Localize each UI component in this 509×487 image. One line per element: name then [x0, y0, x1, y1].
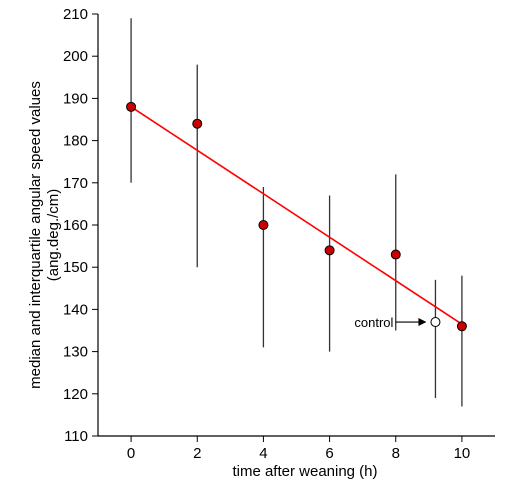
y-tick-label: 200 [63, 48, 88, 65]
regression-line [130, 106, 463, 325]
x-tick-label: 6 [325, 445, 333, 462]
x-tick-label: 10 [454, 445, 471, 462]
control-point [430, 317, 441, 328]
y-axis-ticks: 110 120 130 140 150 160 170 180 190 200 210 [63, 6, 98, 445]
data-point [456, 321, 467, 332]
y-tick-label: 190 [63, 90, 88, 107]
control-annotation: control [354, 315, 441, 330]
y-axis-label-line-2: (ang.deg./cm) [45, 189, 62, 282]
data-point [390, 249, 401, 260]
y-tick-label: 130 [63, 344, 88, 361]
y-tick-label: 160 [63, 217, 88, 234]
x-tick-label: 2 [193, 445, 201, 462]
y-tick-label: 170 [63, 175, 88, 192]
data-point [126, 101, 137, 112]
y-tick-label: 120 [63, 386, 88, 403]
y-tick-label: 180 [63, 133, 88, 150]
data-point [192, 118, 203, 129]
x-axis-label: time after weaning (h) [232, 463, 377, 480]
control-arrow-head [418, 318, 427, 327]
x-tick-label: 8 [392, 445, 400, 462]
fit-line-group [130, 106, 463, 325]
y-axis-label-line-1: median and interquartile angular speed v… [27, 81, 44, 389]
data-point [258, 220, 269, 230]
data-point [324, 245, 335, 256]
data-points [126, 101, 467, 332]
error-bars [130, 18, 463, 407]
x-axis-ticks: 0 2 4 6 8 10 [127, 436, 470, 462]
x-tick-label: 0 [127, 445, 135, 462]
control-label: control [354, 315, 393, 330]
x-tick-label: 4 [259, 445, 267, 462]
y-tick-label: 210 [63, 6, 88, 23]
y-axis-label: median and interquartile angular speed v… [27, 81, 62, 389]
y-tick-label: 140 [63, 301, 88, 318]
y-tick-label: 110 [64, 428, 88, 445]
y-tick-label: 150 [63, 259, 88, 276]
